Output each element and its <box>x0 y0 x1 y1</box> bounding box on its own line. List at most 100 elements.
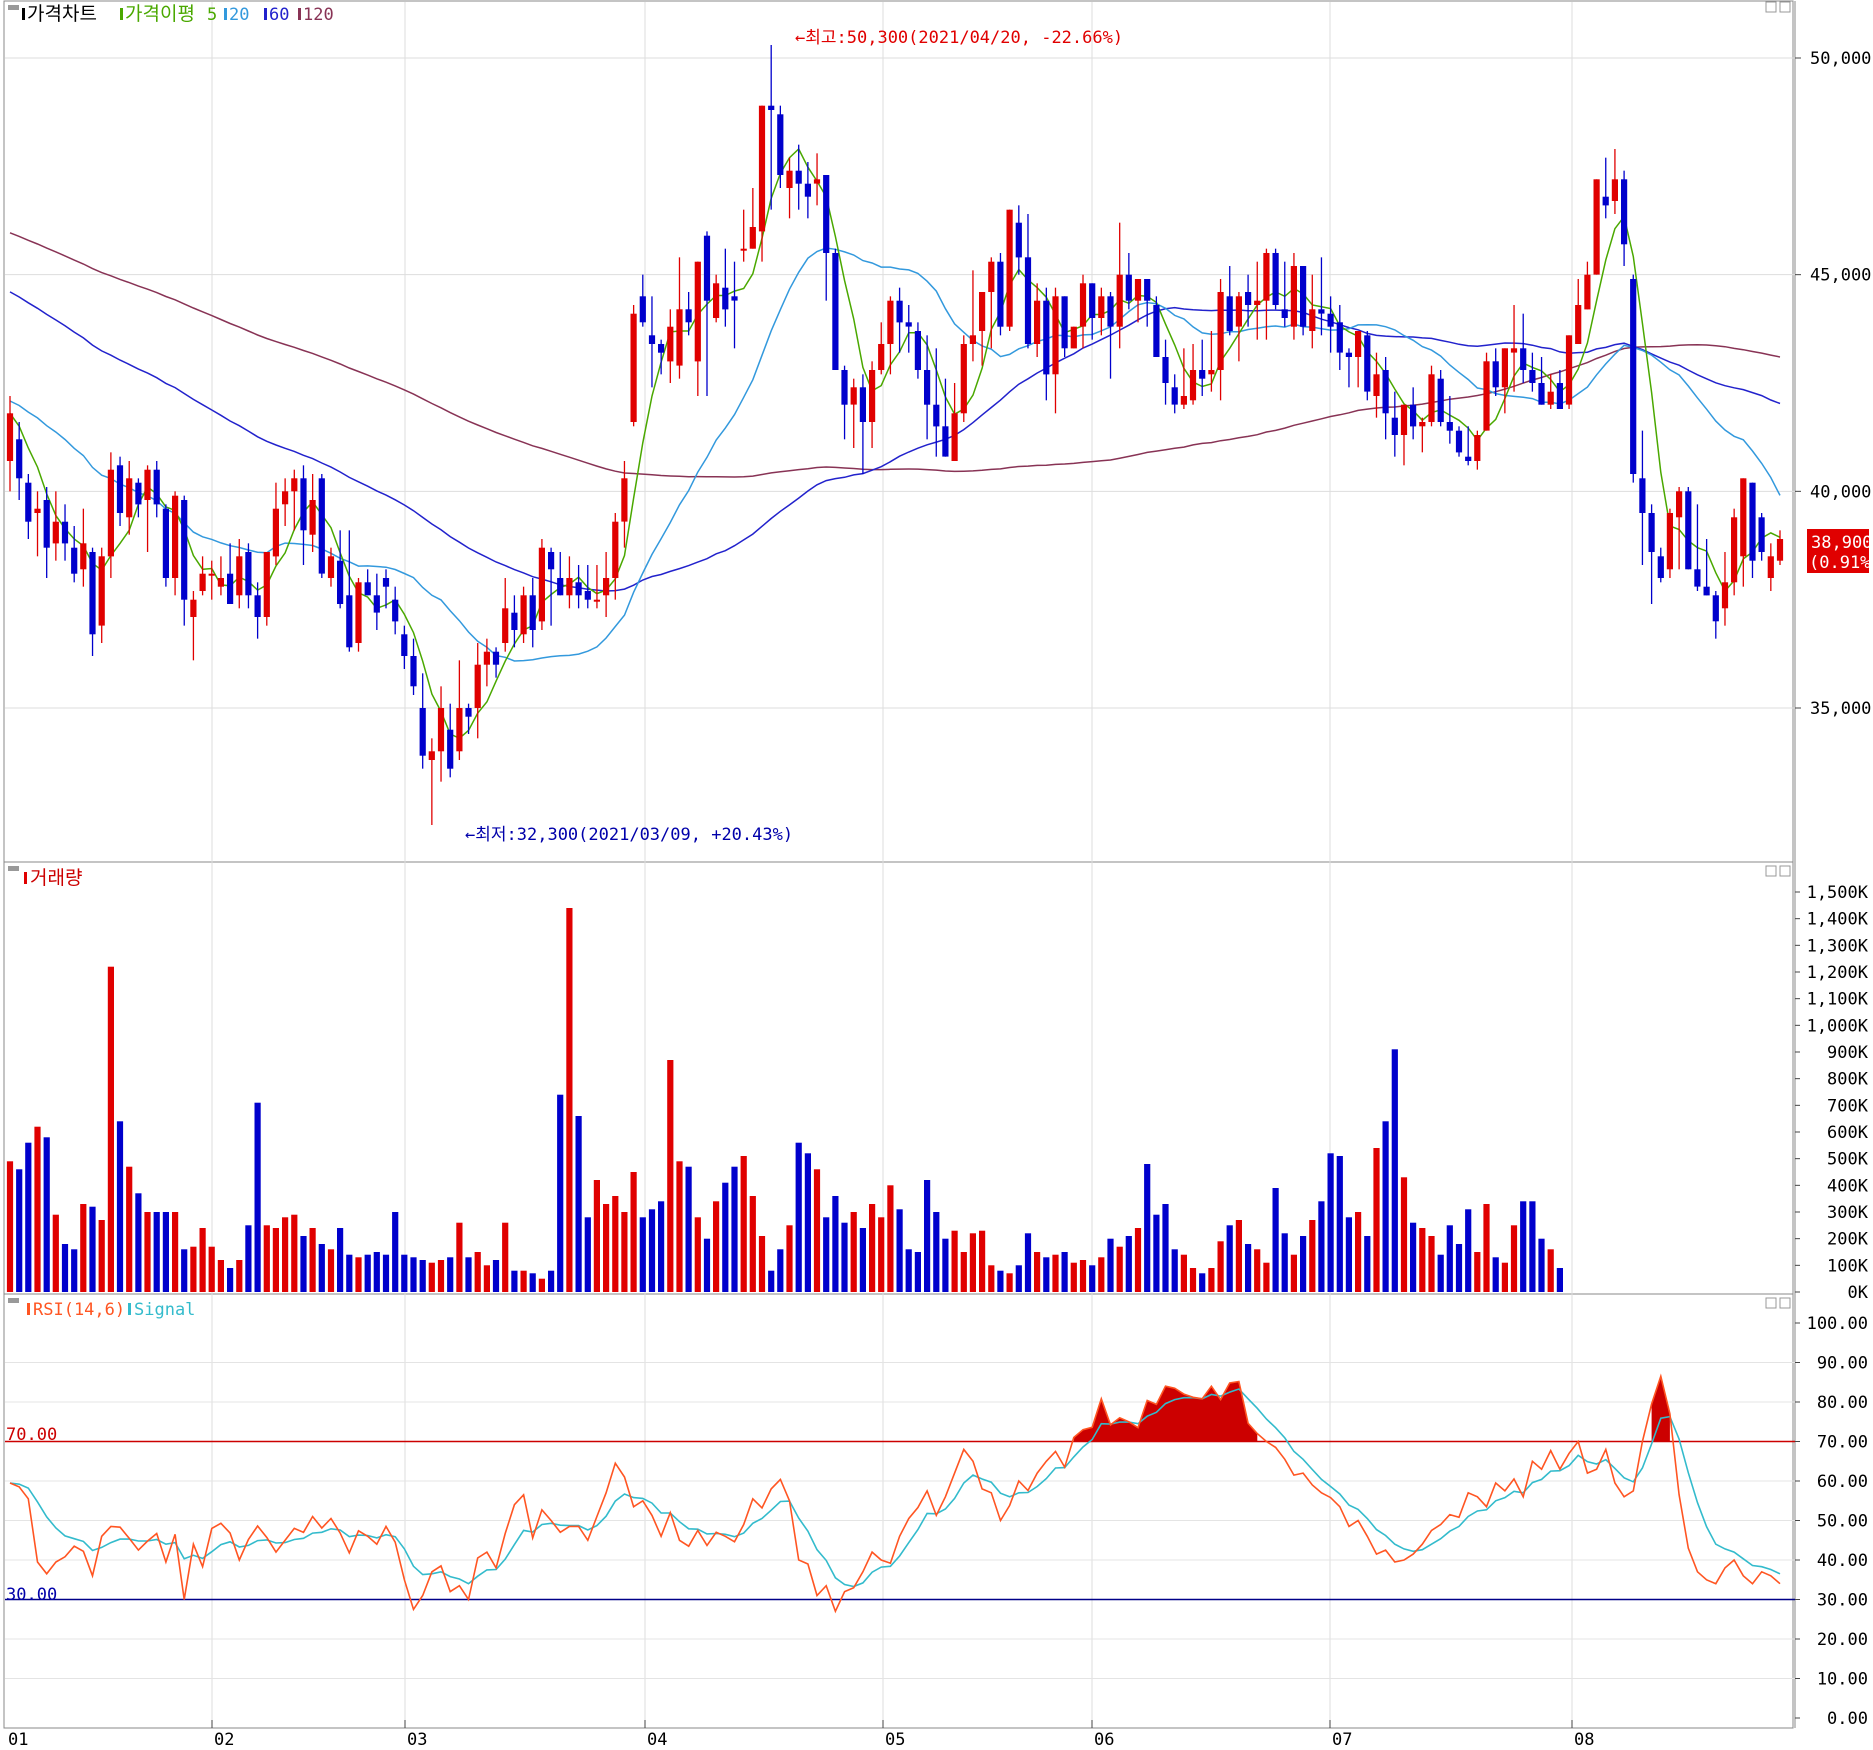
volume-bar <box>1290 1254 1297 1292</box>
candle-body <box>731 296 738 301</box>
low-annotation: ←최저:32,300(2021/03/09, +20.43%) <box>465 825 793 845</box>
close-icon[interactable] <box>1779 1297 1791 1309</box>
volume-bar <box>685 1166 692 1292</box>
volume-bar <box>1437 1254 1444 1292</box>
volume-tick-label: 300K <box>1827 1203 1869 1223</box>
candle-body <box>1547 391 1554 405</box>
ma5-line <box>9 147 1781 740</box>
volume-tick-label: 800K <box>1827 1070 1869 1090</box>
volume-bar <box>410 1257 417 1292</box>
volume-bar <box>392 1212 399 1292</box>
candle-body <box>905 322 912 327</box>
volume-bar <box>813 1169 821 1292</box>
minimize-icon[interactable] <box>1765 1297 1777 1309</box>
volume-bar <box>1281 1233 1288 1292</box>
candle-body <box>997 261 1004 327</box>
candle-body <box>282 491 289 505</box>
price-panel-menu-icon[interactable] <box>8 5 19 10</box>
volume-bar <box>1180 1254 1187 1292</box>
candle-body <box>584 591 591 600</box>
close-icon[interactable] <box>1779 1 1791 13</box>
candle-body <box>355 582 362 643</box>
candle-body <box>346 595 353 648</box>
candle-body <box>153 469 160 505</box>
candle-body <box>768 105 775 110</box>
volume-bar <box>16 1169 23 1292</box>
current-price: 38,900 <box>1811 533 1872 553</box>
candle-body <box>309 500 316 535</box>
candle-body <box>1538 383 1545 405</box>
volume-bar <box>1125 1236 1132 1292</box>
volume-bar <box>263 1225 270 1292</box>
candle-body <box>813 179 821 184</box>
candle-body <box>89 552 96 635</box>
price-panel-window-buttons[interactable] <box>1765 1 1791 13</box>
minimize-icon[interactable] <box>1765 1 1777 13</box>
volume-bar <box>1116 1246 1123 1292</box>
candle-body <box>107 469 114 557</box>
volume-bar <box>318 1244 325 1292</box>
volume-bar <box>282 1217 289 1292</box>
volume-bar <box>878 1217 885 1292</box>
candle-body <box>1355 331 1362 357</box>
volume-bar <box>71 1249 78 1292</box>
volume-bar <box>1318 1201 1325 1292</box>
rsi-tick-label: 100.00 <box>1807 1314 1868 1334</box>
volume-bar <box>1520 1201 1527 1292</box>
candle-body <box>1639 478 1646 513</box>
candle-body <box>16 439 23 479</box>
volume-bar <box>694 1217 701 1292</box>
rsi-panel-menu-icon[interactable] <box>8 1298 19 1303</box>
candle-body <box>364 582 371 596</box>
candle-body <box>373 595 380 613</box>
volume-bar <box>1144 1164 1151 1292</box>
ma5-polyline <box>9 147 1781 740</box>
volume-bar <box>144 1212 151 1292</box>
volume-panel-menu-icon[interactable] <box>8 866 19 871</box>
candle-body <box>1446 422 1453 431</box>
volume-bar <box>1492 1257 1499 1292</box>
candle-body <box>474 664 481 708</box>
volume-tick-label: 600K <box>1827 1123 1869 1143</box>
candle-body <box>1630 279 1637 474</box>
volume-bar <box>1391 1049 1398 1292</box>
volume-bar <box>1061 1252 1068 1292</box>
close-icon[interactable] <box>1779 865 1791 877</box>
candle-body <box>1455 430 1463 453</box>
volume-bar <box>34 1126 41 1292</box>
volume-bar <box>483 1265 490 1292</box>
candle-body <box>465 708 472 717</box>
candle-body <box>1180 396 1187 405</box>
volume-bar <box>722 1182 729 1292</box>
volume-tick-label: 500K <box>1827 1150 1869 1170</box>
high-annotation: ←최고:50,300(2021/04/20, -22.66%) <box>795 28 1123 48</box>
candle-body <box>1226 296 1233 331</box>
candle-body <box>6 413 14 461</box>
minimize-icon[interactable] <box>1765 865 1777 877</box>
candle-body <box>758 105 766 232</box>
rsi-70-label: 70.00 <box>6 1425 57 1445</box>
ma20-label: 20 <box>229 5 249 25</box>
volume-bar <box>1235 1220 1242 1292</box>
candle-body <box>116 465 124 513</box>
candle-body <box>456 708 463 752</box>
volume-bar <box>951 1230 958 1292</box>
volume-bar <box>740 1156 747 1292</box>
volume-bar <box>593 1180 600 1292</box>
volume-bar <box>61 1244 69 1292</box>
candle-body <box>1437 378 1444 422</box>
volume-bar <box>1107 1238 1114 1292</box>
volume-bar <box>1556 1268 1563 1292</box>
volume-bar <box>621 1212 628 1292</box>
ma5-label: 5 <box>207 5 217 25</box>
candle-body <box>1364 335 1371 392</box>
ma-label: 가격이평 <box>125 3 195 25</box>
candle-body <box>969 335 976 344</box>
axis-labels: 01 02 03 04 05 06 07 08 35,000 40,000 45,000 50,000… <box>8 49 1871 1750</box>
candle-body <box>1272 253 1279 305</box>
candle-body <box>538 547 545 622</box>
volume-bar <box>1052 1254 1059 1292</box>
candle-body <box>1162 357 1169 383</box>
volume-bar <box>217 1260 224 1292</box>
volume-bar <box>1006 1273 1013 1292</box>
